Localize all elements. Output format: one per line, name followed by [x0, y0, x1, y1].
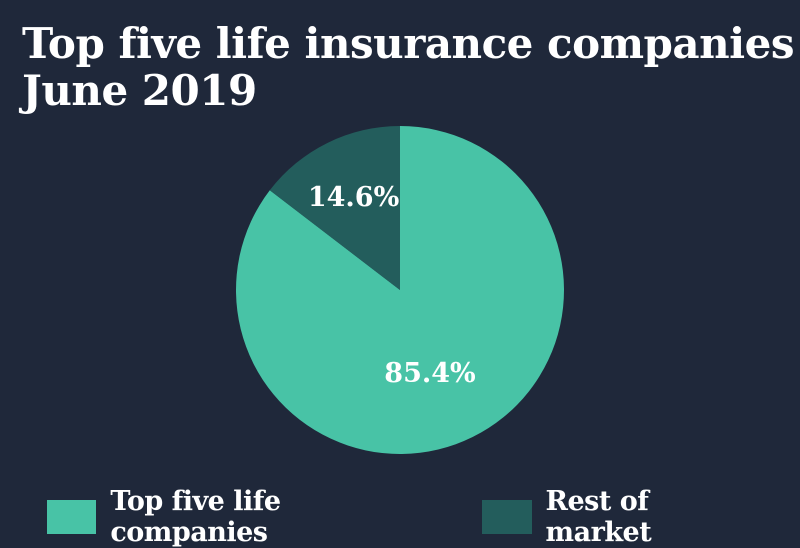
legend-item-rest: Rest of market	[482, 486, 760, 548]
legend: Top five life companies Rest of market	[47, 486, 800, 548]
legend-swatch	[47, 500, 97, 534]
slice-data-label: 85.4%	[384, 358, 475, 389]
title-line-2: June 2019	[22, 66, 257, 115]
legend-item-top-five: Top five life companies	[47, 486, 442, 548]
title-line-1: Top five life insurance companies	[22, 19, 794, 68]
slice-data-label: 14.6%	[308, 182, 399, 213]
legend-swatch	[482, 500, 532, 534]
pie-slice-2	[269, 126, 400, 290]
legend-label: Top five life companies	[110, 486, 281, 548]
legend-label: Rest of market	[545, 486, 652, 548]
chart-title: Top five life insurance companies June 20…	[22, 20, 794, 114]
